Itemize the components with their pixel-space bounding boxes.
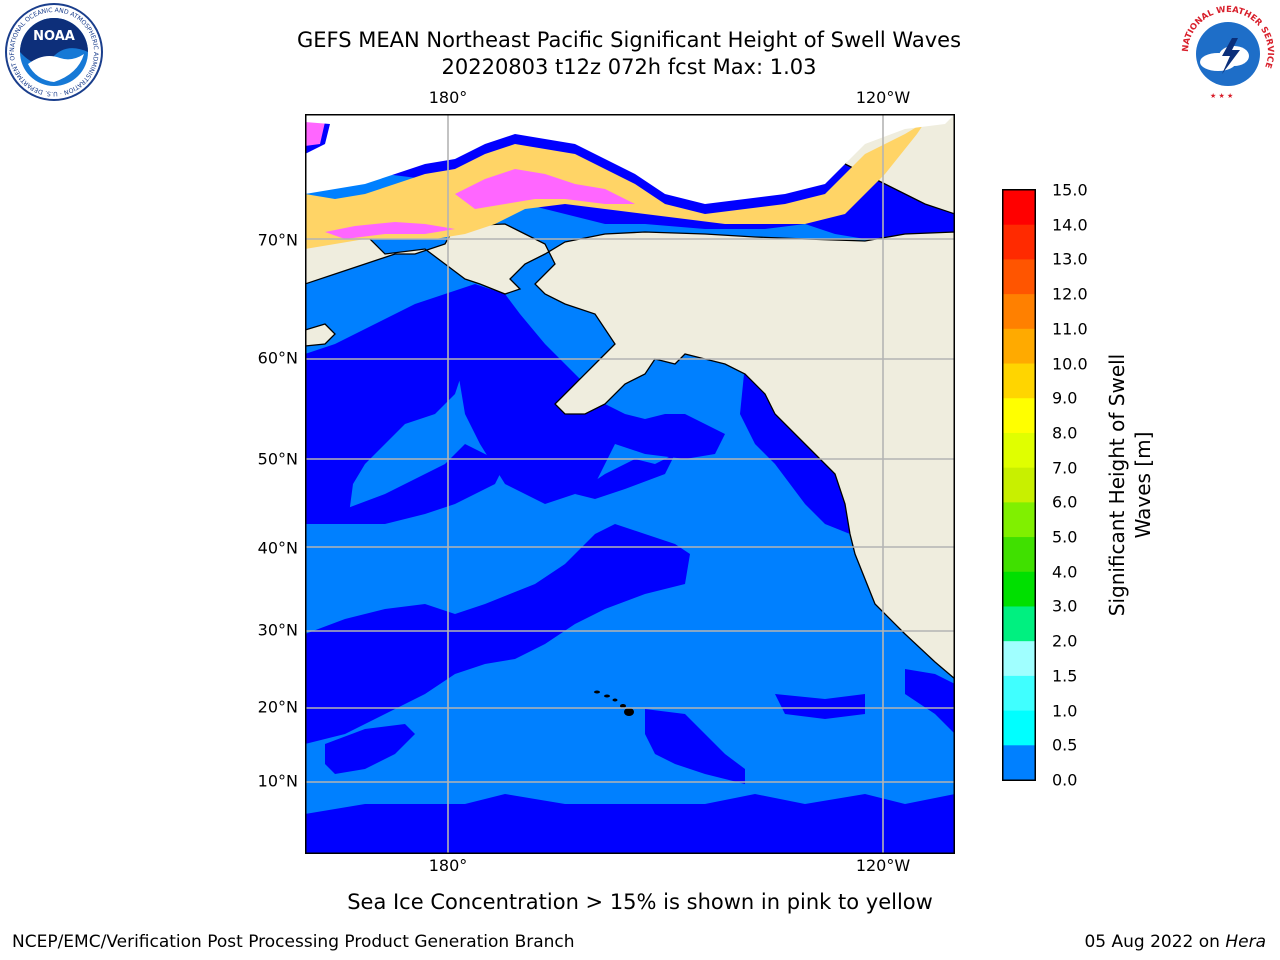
colorbar-tick-label: 4.0 [1052, 562, 1078, 582]
noaa-logo-text: NOAA [33, 29, 75, 44]
colorbar-tick-label: 8.0 [1052, 423, 1078, 443]
noaa-logo: NATIONAL OCEANIC AND ATMOSPHERIC ADMINIS… [4, 2, 103, 101]
plot-title: GEFS MEAN Northeast Pacific Significant … [296, 28, 962, 52]
lat-label-30n: 30°N [257, 620, 298, 640]
lat-label-50n: 50°N [257, 449, 298, 469]
colorbar-tick-label: 3.0 [1052, 596, 1078, 616]
colorbar-tick-label: 13.0 [1052, 249, 1088, 269]
sea-ice [305, 114, 955, 249]
colorbar-label: Significant Height of Swell Waves [m] [1105, 353, 1155, 617]
colorbar-band [1003, 502, 1035, 538]
colorbar-band [1003, 675, 1035, 712]
colorbar-band [1003, 398, 1035, 434]
colorbar-band [1003, 190, 1035, 226]
sea-ice-footnote: Sea Ice Concentration > 15% is shown in … [347, 890, 933, 914]
colorbar-tick-label: 7.0 [1052, 458, 1078, 478]
colorbar-band [1003, 641, 1035, 677]
lat-label-20n: 20°N [257, 697, 298, 717]
producer-credit: NCEP/EMC/Verification Post Processing Pr… [12, 932, 575, 952]
date-credit: 05 Aug 2022 on Hera [1084, 932, 1266, 952]
colorbar-band [1003, 571, 1035, 607]
lat-label-70n: 70°N [257, 230, 298, 250]
lon-label-top-180: 180° [428, 88, 468, 107]
colorbar-band [1003, 710, 1035, 746]
colorbar-frame [1002, 189, 1036, 781]
colorbar-band [1003, 224, 1035, 260]
colorbar-tick-label: 15.0 [1052, 180, 1088, 200]
lon-label-bottom-120w: 120°W [855, 856, 911, 875]
plot-subtitle: 20220803 t12z 072h fcst Max: 1.03 [441, 55, 817, 79]
nws-logo: NATIONAL WEATHER SERVICE ★ ★ ★ [1180, 4, 1276, 100]
colorbar-band [1003, 294, 1035, 330]
colorbar-tick-label: 6.0 [1052, 492, 1078, 512]
colorbar-tick-label: 14.0 [1052, 215, 1088, 235]
colorbar-band [1003, 363, 1035, 399]
colorbar-tick-label: 0.5 [1052, 735, 1078, 755]
lon-label-bottom-180: 180° [428, 856, 468, 875]
svg-text:★ ★ ★: ★ ★ ★ [1210, 92, 1233, 100]
colorbar-band [1003, 537, 1035, 573]
lat-label-60n: 60°N [257, 348, 298, 368]
colorbar-tick-label: 9.0 [1052, 388, 1078, 408]
colorbar-band [1003, 467, 1035, 503]
colorbar-band [1003, 745, 1035, 781]
lon-label-top-120w: 120°W [855, 88, 911, 107]
colorbar-tick-label: 2.0 [1052, 631, 1078, 651]
colorbar-tick-label: 5.0 [1052, 527, 1078, 547]
colorbar-tick-label: 10.0 [1052, 354, 1088, 374]
colorbar-tick-label: 1.0 [1052, 701, 1078, 721]
colorbar [1002, 189, 1036, 781]
map-frame [305, 114, 955, 854]
map-panel [305, 114, 955, 854]
colorbar-tick-label: 1.5 [1052, 666, 1078, 686]
colorbar-band [1003, 259, 1035, 295]
graticule [305, 114, 955, 854]
colorbar-band [1003, 432, 1035, 469]
lat-label-10n: 10°N [257, 771, 298, 791]
hawaii-islands [594, 690, 634, 716]
lat-label-40n: 40°N [257, 538, 298, 558]
colorbar-tick-label: 11.0 [1052, 319, 1088, 339]
colorbar-tick-label: 12.0 [1052, 284, 1088, 304]
colorbar-band [1003, 328, 1035, 365]
date-text: 05 Aug 2022 on [1084, 932, 1226, 952]
colorbar-tick-label: 0.0 [1052, 770, 1078, 790]
colorbar-band [1003, 606, 1035, 642]
host-name: Hera [1225, 932, 1266, 952]
